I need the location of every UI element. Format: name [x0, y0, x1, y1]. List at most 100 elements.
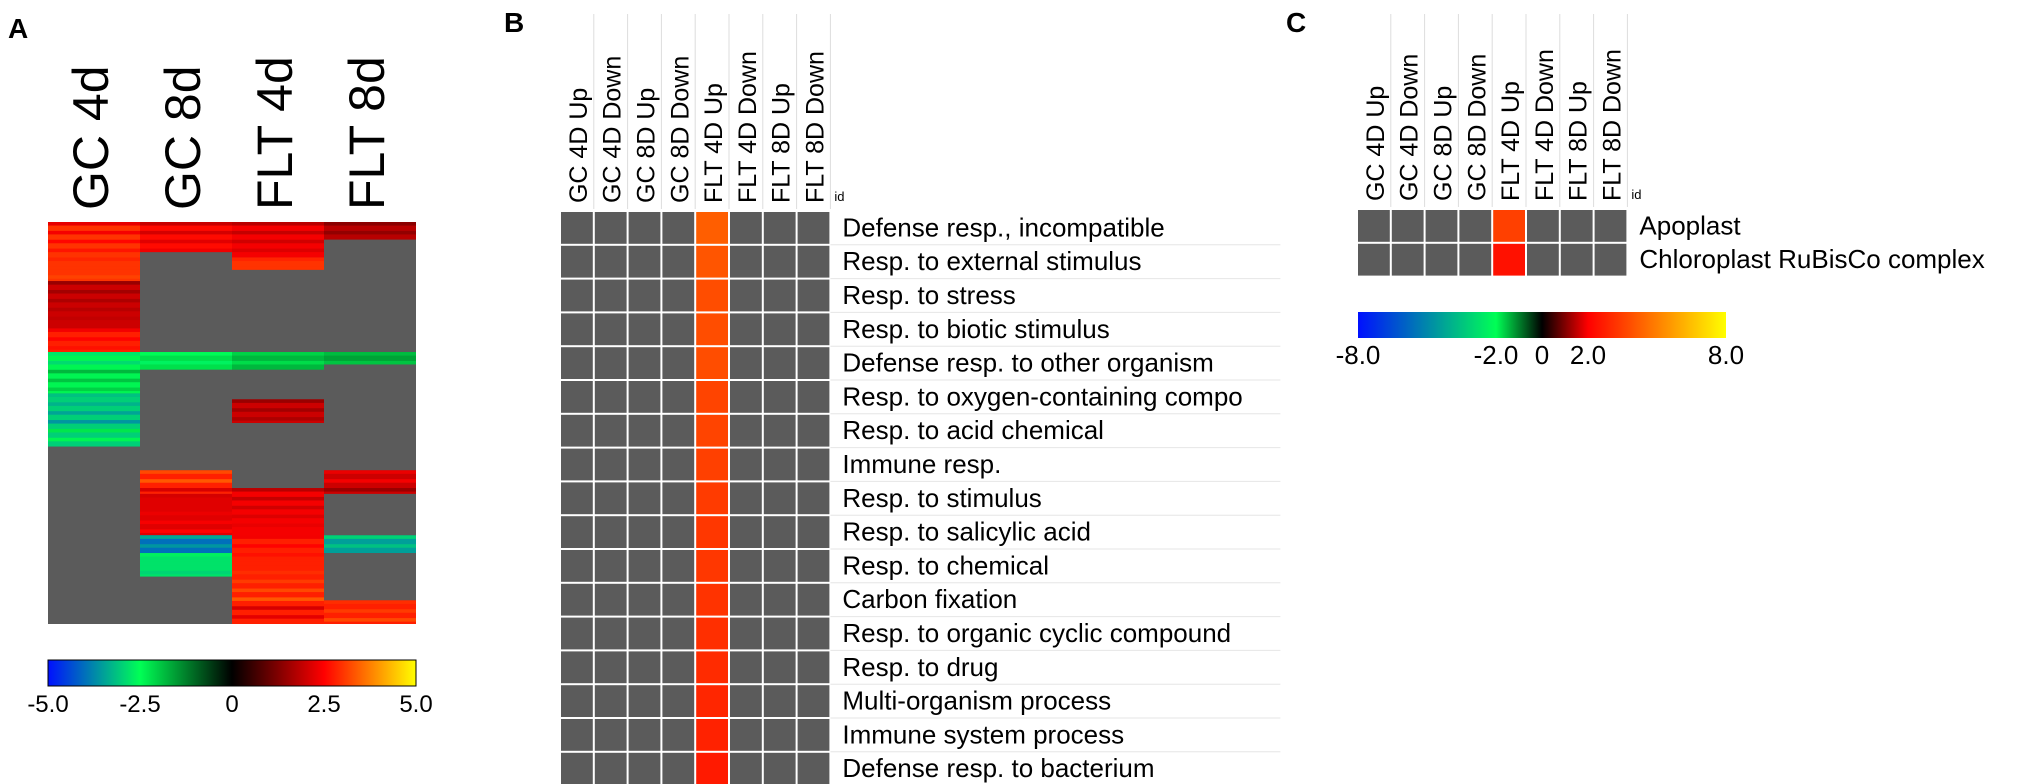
panel-a-stripe [232, 417, 324, 421]
panel-b-cell [561, 550, 593, 582]
panel-b-cell [763, 448, 796, 481]
panel-b-row-label: Defense resp. to other organism [842, 348, 1213, 378]
panel-a-stripe [324, 618, 416, 622]
panel-a-stripe [140, 511, 232, 516]
panel-a-stripe [140, 535, 232, 539]
panel-a-stripe [48, 248, 140, 253]
panel-a-cell-segment [48, 393, 140, 447]
panel-c-cell [1594, 210, 1627, 242]
panel-a-stripe [232, 553, 324, 557]
panel-b-cell [797, 550, 830, 582]
panel-b-cell [763, 212, 796, 244]
panel-a-stripe [232, 257, 324, 262]
panel-a-column-label: FLT 8d [339, 56, 395, 210]
panel-b-cell [696, 550, 728, 582]
panel-b-cell [561, 347, 593, 379]
panel-b-cell [561, 617, 593, 650]
panel-a-stripe [232, 360, 324, 365]
panel-c-column-label: GC 4D Up [1362, 86, 1390, 201]
panel-b-column-label: GC 8D Down [666, 56, 694, 203]
panel-b-row-label: Immune system process [842, 719, 1124, 749]
panel-b-cell [662, 448, 695, 481]
panel-b-cell [561, 482, 593, 515]
panel-a-stripe [140, 544, 232, 548]
panel-b-cell [797, 381, 830, 413]
panel-b-row-label: Resp. to chemical [842, 550, 1049, 580]
panel-b-column-label: GC 8D Up [633, 88, 661, 203]
panel-b-cell [561, 414, 593, 447]
panel-a-cell-segment [48, 446, 140, 624]
panel-b-cell [628, 617, 661, 650]
panel-c-column-label: FLT 4D Up [1497, 81, 1525, 201]
panel-b-cell [561, 583, 593, 616]
panel-c-colorbar-tick-label: 0 [1535, 340, 1549, 370]
panel-a-stripe [48, 222, 140, 226]
panel-b-cell [662, 347, 695, 379]
panel-a-stripe [140, 488, 232, 492]
panel-a-stripe [232, 561, 324, 566]
panel-label-a: A [8, 13, 28, 44]
panel-b-cell [730, 212, 762, 244]
panel-b-cell [628, 212, 661, 244]
panel-a-stripe [48, 420, 140, 424]
panel-b-cell [628, 719, 661, 751]
panel-a-stripe [140, 529, 232, 533]
panel-a-stripe [48, 298, 140, 303]
panel-a-stripe [140, 553, 232, 557]
panel-a-stripe [48, 402, 140, 406]
panel-b-cell [763, 482, 796, 515]
panel-b-cell [594, 550, 627, 582]
panel-a-stripe [48, 275, 140, 279]
panel-a-colorbar-tick-label: 2.5 [307, 691, 340, 718]
panel-a-cell-segment [324, 553, 416, 601]
panel-b-cell [730, 752, 762, 784]
panel-b-cell [730, 482, 762, 515]
panel-b-row-label: Immune resp. [842, 449, 1001, 479]
panel-b-cell [628, 245, 661, 278]
panel-a-stripe [48, 266, 140, 270]
panel-b-cell [730, 279, 762, 312]
panel-b-column-label: FLT 8D Down [802, 51, 830, 203]
panel-b-cell [662, 719, 695, 751]
panel-a-stripe [140, 352, 232, 356]
panel-b-cell [730, 245, 762, 278]
panel-b-cell [628, 448, 661, 481]
panel-b-cell [696, 414, 728, 447]
panel-b-cell [763, 550, 796, 582]
panel-b-cell [561, 651, 593, 684]
panel-a-stripe [232, 222, 324, 226]
panel-b-cell [662, 516, 695, 548]
panel-b-cell [561, 313, 593, 346]
panel-b-cell [730, 516, 762, 548]
panel-b-row-label: Resp. to external stimulus [842, 246, 1141, 276]
panel-b-cell [594, 313, 627, 346]
panel-a-stripe [140, 502, 232, 507]
panel-c-column-label: GC 4D Down [1396, 54, 1424, 201]
panel-a-column-label: GC 8d [155, 65, 211, 210]
panel-b-cell [594, 583, 627, 616]
panel-c-cell [1527, 210, 1559, 242]
panel-a-stripe [48, 360, 140, 365]
panel-c-colorbar-tick-label: 2.0 [1570, 340, 1606, 370]
panel-c-cell [1560, 210, 1593, 242]
panel-a-stripe [324, 470, 416, 474]
panel-a-heatmap: GC 4d GC 8d FLT 4d FLT 8d -5.0 -2.5 0 2.5 5.0 [27, 56, 432, 718]
panel-b-cell [628, 313, 661, 346]
panel-a-colorbar-tick-label: 5.0 [399, 691, 432, 718]
panel-a-stripe [232, 505, 324, 510]
panel-b-cell [594, 617, 627, 650]
panel-a-stripe [140, 470, 232, 474]
panel-b-row-label: Defense resp. to bacterium [842, 753, 1154, 783]
panel-a-stripe [232, 597, 324, 601]
panel-b-cell [797, 313, 830, 346]
panel-b-cell [662, 482, 695, 515]
panel-c-column-label: FLT 4D Down [1531, 49, 1559, 201]
panel-a-stripe [232, 535, 324, 539]
panel-b-cell [763, 347, 796, 379]
panel-a-stripe [232, 514, 324, 519]
panel-b-cell [662, 245, 695, 278]
panel-a-stripe [232, 496, 324, 501]
panel-b-cell [628, 550, 661, 582]
panel-b-cell [696, 482, 728, 515]
panel-a-stripe [48, 281, 140, 285]
